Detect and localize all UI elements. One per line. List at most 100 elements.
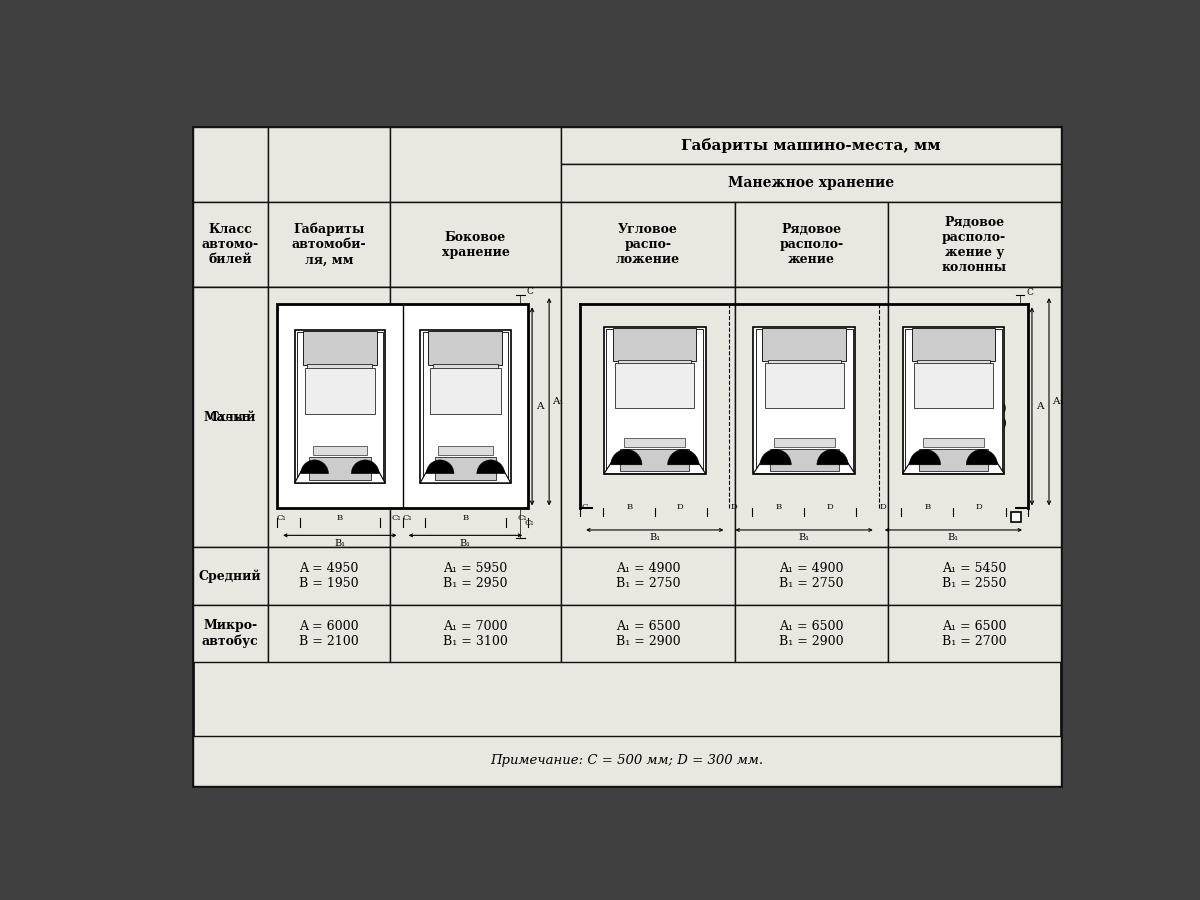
Bar <box>905 329 1002 472</box>
Bar <box>604 327 706 473</box>
Bar <box>428 331 503 365</box>
Text: A₁ = 5950
B₁ = 2950: A₁ = 5950 B₁ = 2950 <box>443 562 508 590</box>
Text: B₁: B₁ <box>948 533 959 542</box>
Text: A₁ = 5400
B₁ = 2700: A₁ = 5400 B₁ = 2700 <box>443 403 508 431</box>
Wedge shape <box>817 449 848 465</box>
Bar <box>620 448 689 471</box>
Text: B: B <box>925 503 931 511</box>
Bar <box>305 368 376 414</box>
Text: B: B <box>626 503 632 511</box>
Text: Габариты машино-места, мм: Габариты машино-места, мм <box>680 139 941 153</box>
Bar <box>193 287 268 547</box>
Bar <box>769 448 839 471</box>
Text: A = 4950
B = 1950: A = 4950 B = 1950 <box>299 562 359 590</box>
Bar <box>268 287 390 547</box>
Text: D: D <box>826 503 833 511</box>
Bar <box>560 202 736 287</box>
Text: A = 4400
B = 1700: A = 4400 B = 1700 <box>299 403 359 431</box>
Text: A₁ = 6500
B₁ = 2900: A₁ = 6500 B₁ = 2900 <box>616 619 680 647</box>
Bar <box>560 547 736 605</box>
Text: A = 6000
B = 2100: A = 6000 B = 2100 <box>299 619 359 647</box>
Text: D: D <box>976 503 982 511</box>
Bar <box>193 605 268 662</box>
Text: Угловое
распо-
ложение: Угловое распо- ложение <box>616 223 680 266</box>
Text: B: B <box>775 503 781 511</box>
Bar <box>613 328 696 361</box>
Bar <box>756 329 852 472</box>
Bar <box>764 364 844 408</box>
Bar <box>307 364 372 376</box>
Bar <box>888 287 1061 547</box>
Polygon shape <box>902 462 1004 473</box>
Text: B₁: B₁ <box>335 538 346 547</box>
Text: Средний: Средний <box>199 569 262 582</box>
Bar <box>193 287 268 547</box>
Bar <box>768 360 841 372</box>
Text: C₁: C₁ <box>391 514 401 522</box>
Bar <box>888 547 1061 605</box>
Text: A₁ = 4900
B₁ = 2300: A₁ = 4900 B₁ = 2300 <box>942 403 1007 431</box>
Text: B₁: B₁ <box>460 538 470 547</box>
Text: C₁: C₁ <box>277 514 287 522</box>
Bar <box>390 127 560 202</box>
Bar <box>268 127 390 202</box>
Bar <box>912 328 995 361</box>
Bar <box>193 202 268 287</box>
Bar <box>774 438 834 447</box>
Polygon shape <box>295 471 385 483</box>
Wedge shape <box>476 460 505 473</box>
Bar <box>193 127 268 202</box>
Text: B: B <box>337 514 343 522</box>
Bar <box>268 287 560 547</box>
Bar <box>560 605 736 662</box>
Bar <box>193 547 268 605</box>
Text: B₁: B₁ <box>649 533 660 542</box>
Text: C₁: C₁ <box>524 519 534 527</box>
Bar <box>298 332 383 481</box>
Bar <box>762 328 846 361</box>
Bar <box>310 457 371 480</box>
Text: Рядовое
располо-
жение: Рядовое располо- жение <box>780 223 844 266</box>
Text: A₁ = 4900
B₁ = 2750: A₁ = 4900 B₁ = 2750 <box>779 562 844 590</box>
Bar <box>560 127 1061 164</box>
Text: Микро-
автобус: Микро- автобус <box>202 619 258 648</box>
Text: Габариты
автомоби-
ля, мм: Габариты автомоби- ля, мм <box>292 223 366 266</box>
Text: A₁ = 7000
B₁ = 3100: A₁ = 7000 B₁ = 3100 <box>443 619 508 647</box>
Bar <box>736 287 888 547</box>
Bar <box>888 605 1061 662</box>
Wedge shape <box>352 460 379 473</box>
Bar <box>919 448 988 471</box>
Bar <box>433 364 498 376</box>
Wedge shape <box>966 449 997 465</box>
Text: C: C <box>1026 287 1033 296</box>
Text: A: A <box>1036 402 1044 411</box>
Bar <box>1012 512 1021 522</box>
Text: Класс
автомо-
билей: Класс автомо- билей <box>202 223 259 266</box>
Wedge shape <box>301 460 329 473</box>
Text: C₁: C₁ <box>517 514 527 522</box>
Text: A₁ = 6500
B₁ = 2900: A₁ = 6500 B₁ = 2900 <box>779 619 844 647</box>
Wedge shape <box>760 449 791 465</box>
Polygon shape <box>420 471 511 483</box>
Bar <box>390 547 560 605</box>
Bar <box>390 202 560 287</box>
Bar <box>624 438 685 447</box>
Wedge shape <box>611 449 642 465</box>
Text: D: D <box>677 503 684 511</box>
Text: Рядовое
располо-
жение у
колонны: Рядовое располо- жение у колонны <box>942 216 1007 274</box>
Bar <box>736 202 888 287</box>
Text: A₁ = 6500
B₁ = 2700: A₁ = 6500 B₁ = 2700 <box>942 619 1007 647</box>
Bar <box>736 547 888 605</box>
Text: Примечание: C = 500 мм; D = 300 мм.: Примечание: C = 500 мм; D = 300 мм. <box>490 754 763 767</box>
Bar <box>560 287 736 547</box>
Wedge shape <box>667 449 698 465</box>
Bar <box>917 360 990 372</box>
Bar <box>268 202 390 287</box>
Bar <box>923 438 984 447</box>
Bar <box>606 329 703 472</box>
Text: C₁: C₁ <box>402 514 412 522</box>
Bar <box>420 330 511 483</box>
Wedge shape <box>426 460 454 473</box>
Text: B: B <box>462 514 468 522</box>
Bar <box>616 364 695 408</box>
